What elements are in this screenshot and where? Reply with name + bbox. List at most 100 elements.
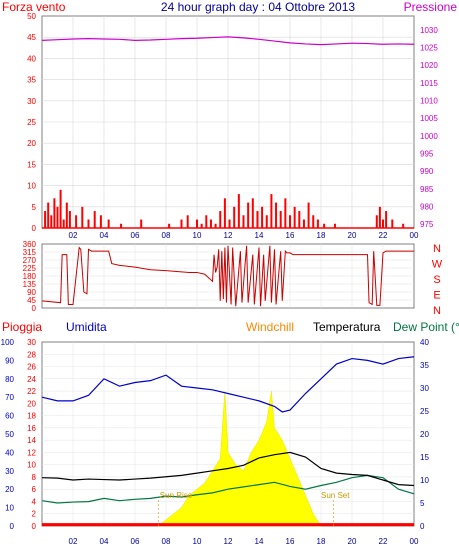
y-tick-label: 1005 — [420, 114, 438, 123]
graph-title: 24 hour graph day : 04 Ottobre 2013 — [161, 0, 355, 14]
humidity-line — [41, 356, 415, 413]
y-tick-label: 24 — [27, 375, 36, 384]
y-tick-label: 990 — [420, 167, 434, 176]
wind-bar — [50, 215, 53, 228]
wind-bar — [219, 211, 222, 228]
x-tick-label: 12 — [224, 537, 233, 546]
wind-bar — [107, 219, 110, 228]
legend-pioggia: Pioggia — [2, 320, 42, 334]
wind-bar — [302, 219, 305, 228]
wind-bar — [333, 223, 336, 228]
sunset-label: Sun Set — [321, 491, 350, 500]
x-tick-label: 02 — [69, 231, 78, 240]
y-tick-label: 4 — [32, 497, 37, 506]
wind-bar — [289, 215, 291, 228]
y-tick-label: 5 — [32, 203, 37, 212]
wind-bar — [56, 206, 59, 228]
wind-bar — [323, 223, 326, 228]
wind-bar — [261, 206, 264, 228]
y-tick-label: 14 — [27, 436, 36, 445]
legend-umidita: Umidita — [66, 320, 107, 334]
y-tick-label: 10 — [27, 461, 36, 470]
y-tick-label: 45 — [27, 33, 36, 42]
series-line — [41, 245, 414, 307]
y-tick-label: 60 — [5, 412, 14, 421]
wind-bar — [312, 215, 315, 228]
x-tick-label: 08 — [162, 231, 171, 240]
y-tick-label: 40 — [5, 448, 14, 457]
y-tick-label: N — [433, 305, 441, 317]
y-tick-label: S — [433, 274, 440, 286]
wind-pressure-chart: 0510152025303540455097598098599099510001… — [27, 12, 438, 240]
wind-bar — [279, 211, 282, 228]
x-tick-label: 04 — [100, 231, 109, 240]
x-tick-label: 10 — [193, 537, 202, 546]
y-tick-label: 26 — [27, 363, 36, 372]
x-tick-label: 20 — [348, 231, 357, 240]
y-tick-label: W — [432, 259, 443, 271]
y-tick-label: 15 — [420, 453, 429, 462]
y-tick-label: 90 — [5, 356, 14, 365]
y-tick-label: 135 — [23, 280, 37, 289]
y-tick-label: 20 — [27, 139, 36, 148]
y-tick-label: 5 — [420, 499, 425, 508]
wind-bar — [44, 211, 47, 228]
y-tick-label: 20 — [5, 485, 14, 494]
wind-bar — [205, 215, 208, 228]
wind-bar — [68, 211, 71, 228]
wind-bar — [284, 198, 287, 228]
x-tick-label: 16 — [286, 231, 295, 240]
y-tick-label: 15 — [27, 160, 36, 169]
x-tick-label: 14 — [255, 231, 264, 240]
y-tick-label: 30 — [420, 384, 429, 393]
wind-bar — [140, 219, 143, 228]
y-tick-label: 10 — [5, 504, 14, 513]
wind-bar — [402, 223, 405, 228]
wind-bar — [293, 206, 296, 228]
wind-bar — [186, 215, 189, 228]
x-tick-label: 06 — [131, 231, 140, 240]
x-tick-label: 22 — [379, 537, 388, 546]
y-tick-label: 20 — [420, 430, 429, 439]
y-tick-label: 20 — [27, 399, 36, 408]
wind-bar — [265, 215, 268, 228]
x-tick-label: 14 — [255, 537, 264, 546]
wind-bar — [59, 189, 62, 228]
y-tick-label: 8 — [32, 473, 37, 482]
y-tick-label: 22 — [27, 387, 36, 396]
temperature-humidity-chart: 0246810121416182022242628300102030405060… — [1, 338, 430, 546]
x-tick-label: 12 — [224, 231, 233, 240]
y-tick-label: 0 — [32, 304, 37, 313]
wind-bar — [200, 223, 203, 228]
wind-bar — [75, 215, 78, 228]
y-tick-label: 10 — [27, 182, 36, 191]
sunrise-label: Sun Rise — [160, 491, 193, 500]
x-tick-label: 00 — [410, 537, 419, 546]
wind-bar — [375, 215, 378, 228]
y-tick-label: 225 — [23, 264, 37, 273]
y-tick-label: 1000 — [420, 132, 438, 141]
wind-bar — [270, 194, 273, 228]
wind-bar — [47, 202, 50, 228]
y-tick-label: 45 — [27, 296, 36, 305]
y-tick-label: 180 — [23, 272, 37, 281]
y-tick-label: 6 — [32, 485, 37, 494]
legend-windchill: Windchill — [246, 320, 294, 334]
x-tick-label: 16 — [286, 537, 295, 546]
y-tick-label: 1015 — [420, 79, 438, 88]
y-tick-label: 0 — [10, 522, 15, 531]
y-tick-label: 2 — [32, 510, 37, 519]
y-tick-label: 50 — [5, 430, 14, 439]
y-tick-label: 995 — [420, 149, 434, 158]
wind-bar — [65, 202, 68, 228]
y-tick-label: 360 — [23, 240, 37, 249]
y-tick-label: 12 — [27, 448, 36, 457]
wind-bar — [180, 219, 183, 228]
temperature-line — [41, 451, 415, 487]
y-tick-label: E — [433, 290, 440, 302]
x-tick-label: 08 — [162, 537, 171, 546]
wind-bar — [237, 194, 240, 228]
wind-bar — [382, 219, 384, 228]
wind-bar — [391, 219, 394, 228]
